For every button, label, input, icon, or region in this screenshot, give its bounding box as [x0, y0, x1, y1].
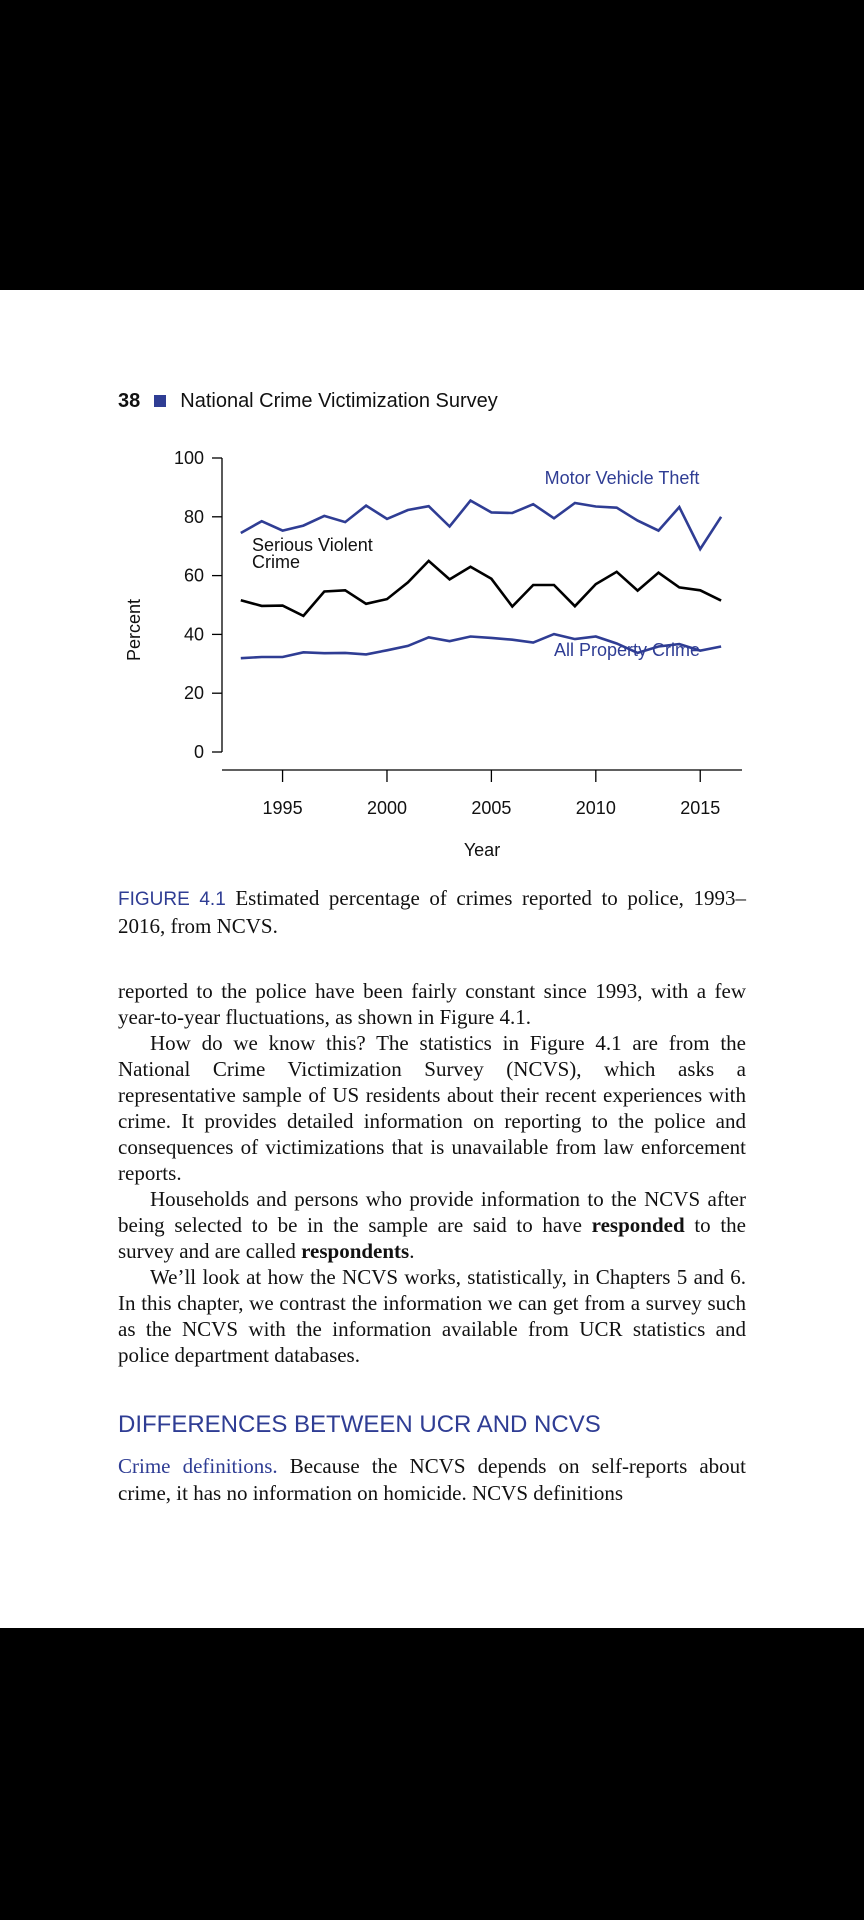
y-tick-label: 40: [184, 624, 204, 644]
body-text: reported to the police have been fairly …: [118, 978, 746, 1368]
series-label: Motor Vehicle Theft: [545, 468, 700, 488]
figure-label: FIGURE 4.1: [118, 889, 226, 910]
paragraph: Crime definitions. Because the NCVS depe…: [118, 1453, 746, 1507]
series-label: All Property Crime: [554, 640, 700, 660]
figure-caption: FIGURE 4.1 Estimated percentage of crime…: [118, 885, 746, 939]
line-chart: 0 20 40 60 80 100 1995 2000 2005 2010 2015 Percent Y…: [124, 448, 742, 860]
running-title: National Crime Victimization Survey: [180, 389, 498, 412]
caption-text: Estimated percentage of crimes reported …: [118, 886, 746, 938]
paragraph-text: Because the NCVS depends on self-reports…: [118, 1454, 746, 1505]
paragraph: Households and persons who provide infor…: [118, 1186, 746, 1264]
x-tick-label: 2015: [680, 798, 720, 818]
bold-term: responded: [591, 1213, 685, 1237]
x-tick-label: 1995: [263, 798, 303, 818]
y-tick-label: 60: [184, 566, 204, 586]
y-axis-label: Percent: [124, 599, 144, 661]
y-tick-label: 100: [174, 448, 204, 468]
book-page: 38 National Crime Victimization Survey 0…: [0, 290, 864, 1628]
bold-term: respondents: [301, 1239, 410, 1263]
paragraph-text: .: [409, 1239, 415, 1263]
series-line: [240, 632, 722, 660]
x-tick-label: 2000: [367, 798, 407, 818]
series-label: Serious Violent: [252, 535, 373, 555]
paragraph-text: Households and persons who provide infor…: [118, 1187, 746, 1237]
x-tick-label: 2005: [471, 798, 511, 818]
running-header: 38 National Crime Victimization Survey: [118, 386, 498, 416]
header-square-icon: [154, 395, 167, 407]
paragraph: reported to the police have been fairly …: [118, 979, 746, 1029]
y-tick-label: 80: [184, 507, 204, 527]
x-tick-label: 2010: [576, 798, 616, 818]
paragraph: How do we know this? The statistics in F…: [118, 1031, 746, 1185]
x-axis-label: Year: [464, 840, 500, 860]
paragraph-text: to the survey and are called: [118, 1213, 746, 1263]
page-number: 38: [118, 389, 141, 412]
y-tick-label: 20: [184, 683, 204, 703]
y-tick-label: 0: [194, 742, 204, 762]
run-in-heading: Crime definitions.: [118, 1454, 278, 1478]
paragraph: We’ll look at how the NCVS works, statis…: [118, 1265, 746, 1367]
series-label: Crime: [252, 552, 300, 572]
figure-chart: 0 20 40 60 80 100 1995 2000 2005 2010 2015 Percent Y…: [110, 438, 770, 862]
series-line: [240, 498, 723, 552]
section-heading: DIFFERENCES BETWEEN UCR AND NCVS: [118, 1411, 601, 1438]
series-line: [240, 559, 722, 618]
